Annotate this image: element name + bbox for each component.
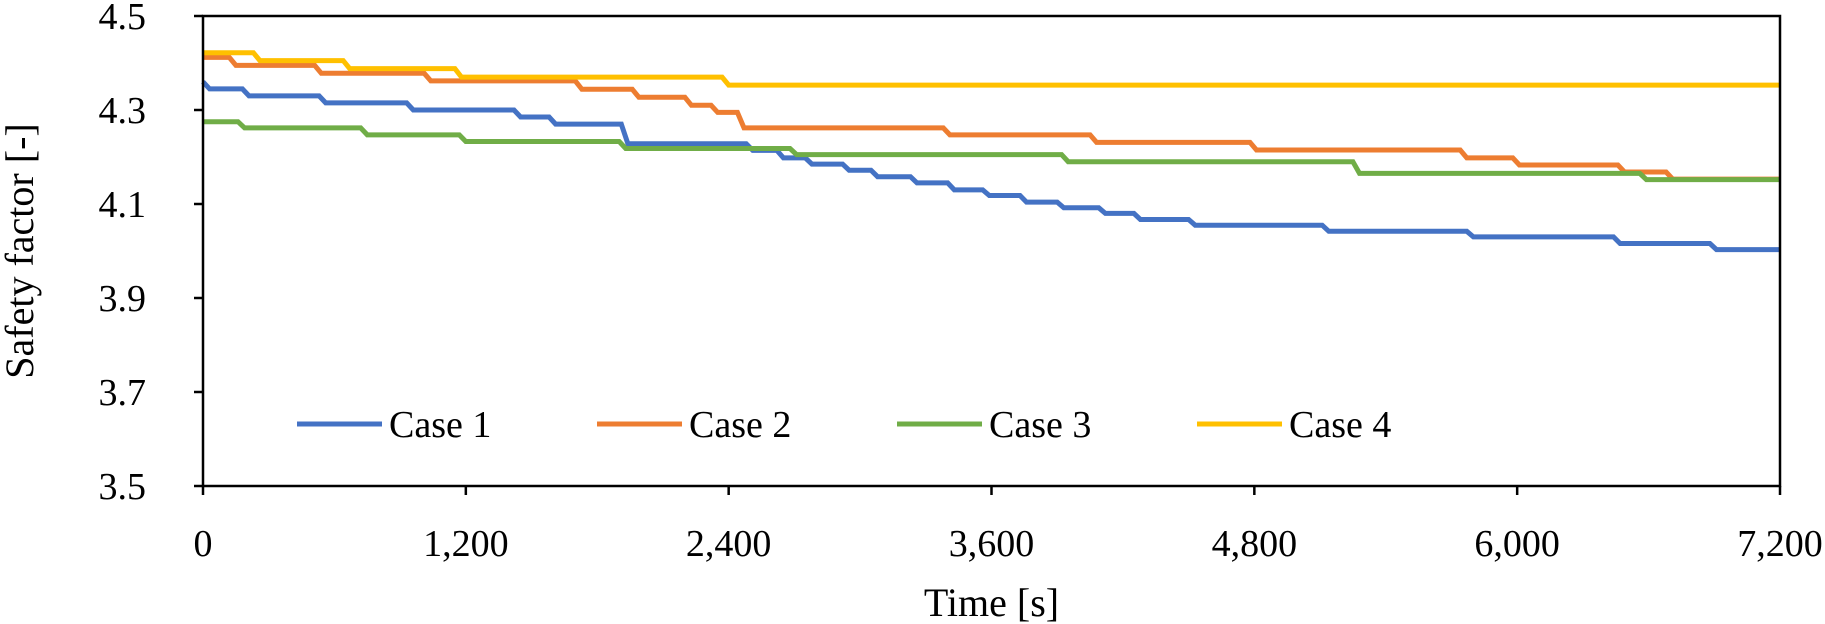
- x-axis-title: Time [s]: [924, 580, 1059, 624]
- y-tick-label: 4.3: [99, 90, 147, 132]
- x-tick-label: 1,200: [423, 523, 509, 565]
- x-tick-label: 0: [194, 523, 213, 565]
- x-tick-label: 3,600: [949, 523, 1035, 565]
- y-tick-label: 4.5: [99, 0, 147, 38]
- series-line-case-3: [203, 119, 1780, 183]
- series-line-case-2: [203, 54, 1780, 182]
- x-tick-label: 2,400: [686, 523, 772, 565]
- legend-label-case-2: Case 2: [689, 404, 791, 446]
- x-tick-label: 7,200: [1737, 523, 1823, 565]
- legend-label-case-4: Case 4: [1289, 404, 1391, 446]
- y-tick-label: 4.1: [99, 184, 147, 226]
- series-layer: [201, 50, 1780, 253]
- x-tick-label: 6,000: [1474, 523, 1560, 565]
- y-tick-label: 3.5: [99, 466, 147, 508]
- legend: Case 1 Case 2 Case 3 Case 4: [297, 404, 1391, 446]
- x-tick-label: 4,800: [1212, 523, 1298, 565]
- y-tick-label: 3.9: [99, 278, 147, 320]
- legend-label-case-1: Case 1: [389, 404, 491, 446]
- series-line-case-1: [201, 80, 1780, 253]
- axis-ticks: 0 1,200 2,400 3,600 4,800 6,000 7,200 3.5 3.7 3.9…: [99, 0, 1823, 565]
- series-line-case-4: [203, 50, 1780, 88]
- y-tick-label: 3.7: [99, 372, 147, 414]
- legend-label-case-3: Case 3: [989, 404, 1091, 446]
- y-axis-title: Safety factor [-]: [0, 123, 42, 378]
